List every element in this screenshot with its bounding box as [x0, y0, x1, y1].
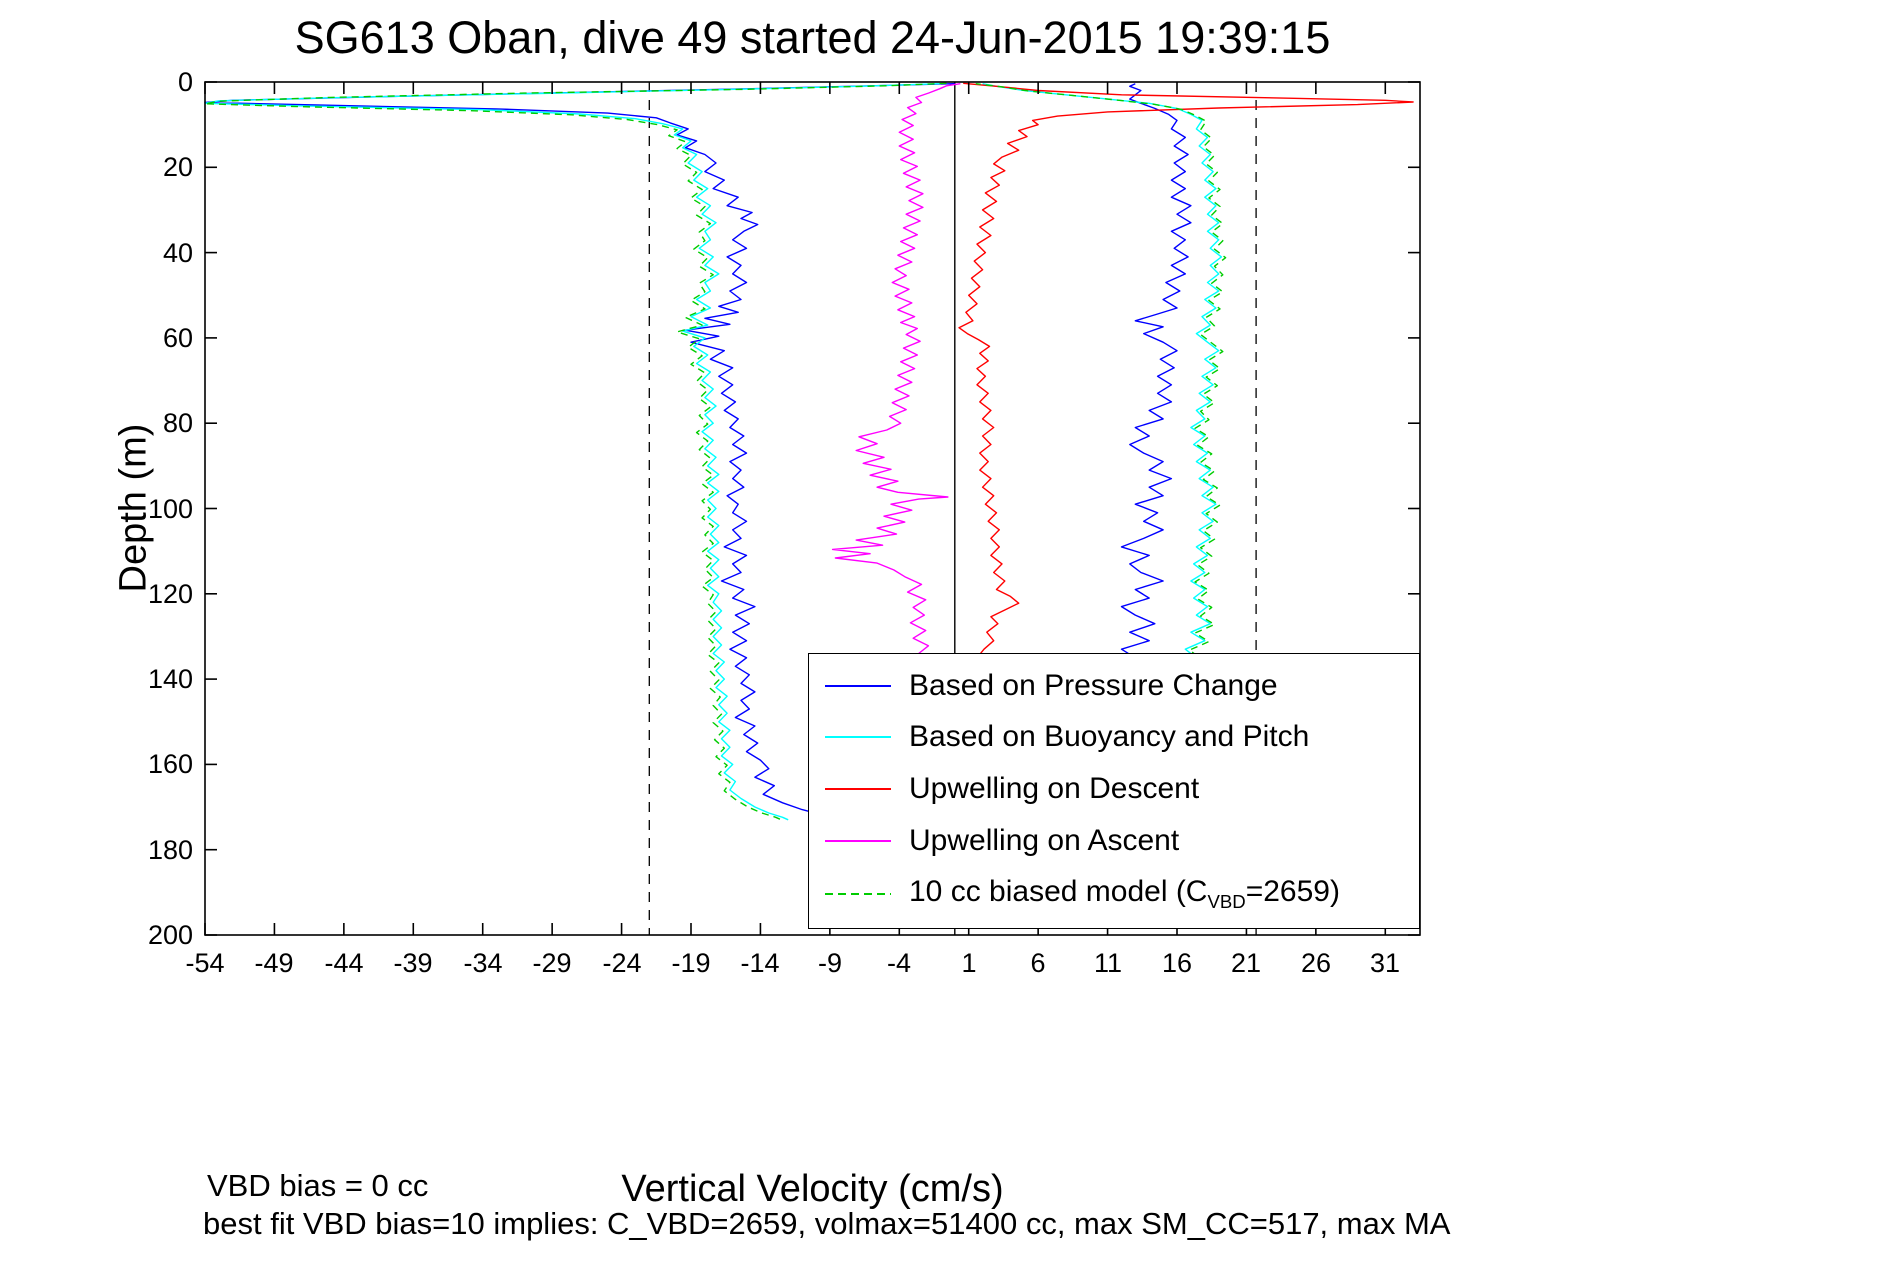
x-tick-label: -19 — [671, 948, 711, 978]
x-tick-label: -29 — [532, 948, 572, 978]
series-pressure-ascent — [1107, 83, 1192, 665]
legend: Based on Pressure Change Based on Buoyanc… — [808, 653, 1420, 929]
legend-item: Upwelling on Descent — [825, 772, 1419, 806]
legend-item-label: Based on Buoyancy and Pitch — [909, 720, 1310, 754]
y-tick-label: 160 — [147, 749, 193, 779]
legend-line-sample — [825, 684, 891, 687]
y-tick-label: 20 — [162, 152, 193, 182]
legend-line-sample — [825, 893, 891, 896]
x-tick-label: 31 — [1369, 948, 1401, 978]
y-tick-label: 80 — [162, 408, 193, 438]
series-buoyancy-descent — [204, 83, 941, 821]
y-tick-label: 40 — [162, 238, 193, 268]
y-tick-label: 60 — [162, 323, 193, 353]
x-axis-label: Vertical Velocity (cm/s) — [621, 1168, 1004, 1210]
series-model-ascent — [975, 83, 1227, 666]
y-tick-label: 0 — [177, 67, 193, 97]
y-tick-label: 200 — [147, 920, 193, 950]
legend-item-label: Based on Pressure Change — [909, 668, 1278, 702]
legend-item: Upwelling on Ascent — [825, 824, 1419, 858]
legend-line-sample — [825, 736, 891, 739]
x-tick-label: 1 — [961, 948, 977, 978]
x-tick-label: -24 — [602, 948, 642, 978]
x-tick-label: -39 — [393, 948, 433, 978]
series-upwelling-ascent — [831, 83, 961, 667]
legend-line-sample — [825, 839, 891, 842]
x-tick-label: -9 — [817, 948, 842, 978]
x-tick-label: -34 — [463, 948, 503, 978]
legend-item-label: Upwelling on Descent — [909, 771, 1200, 805]
x-tick-label: 16 — [1161, 948, 1193, 978]
series-pressure-descent — [204, 83, 955, 821]
y-tick-label: 100 — [147, 494, 193, 524]
x-tick-label: -14 — [740, 948, 780, 978]
x-tick-label: -44 — [324, 948, 364, 978]
x-tick-label: 6 — [1030, 948, 1046, 978]
x-tick-label: -54 — [185, 948, 225, 978]
legend-item: 10 cc biased model (CVBD=2659) — [825, 875, 1419, 913]
x-tick-label: 26 — [1300, 948, 1332, 978]
x-tick-label: -4 — [886, 948, 911, 978]
y-tick-label: 120 — [147, 579, 193, 609]
y-tick-label: 180 — [147, 835, 193, 865]
series-buoyancy-ascent — [982, 83, 1223, 665]
series-upwelling-descent — [958, 82, 1414, 667]
legend-item-label: Upwelling on Ascent — [909, 823, 1180, 857]
x-tick-label: 21 — [1230, 948, 1262, 978]
x-tick-label: -49 — [254, 948, 294, 978]
legend-item-label: 10 cc biased model (CVBD=2659) — [909, 875, 1340, 913]
legend-item: Based on Pressure Change — [825, 669, 1419, 703]
series-model-descent — [204, 82, 947, 821]
legend-line-sample — [825, 787, 891, 790]
x-tick-label: 11 — [1093, 948, 1123, 978]
chart-title: SG613 Oban, dive 49 started 24-Jun-2015 … — [294, 12, 1331, 63]
y-tick-label: 140 — [147, 664, 193, 694]
legend-item: Based on Buoyancy and Pitch — [825, 720, 1419, 754]
best-fit-note: best fit VBD bias=10 implies: C_VBD=2659… — [203, 1206, 1451, 1241]
vbd-bias-note: VBD bias = 0 cc — [207, 1168, 429, 1203]
